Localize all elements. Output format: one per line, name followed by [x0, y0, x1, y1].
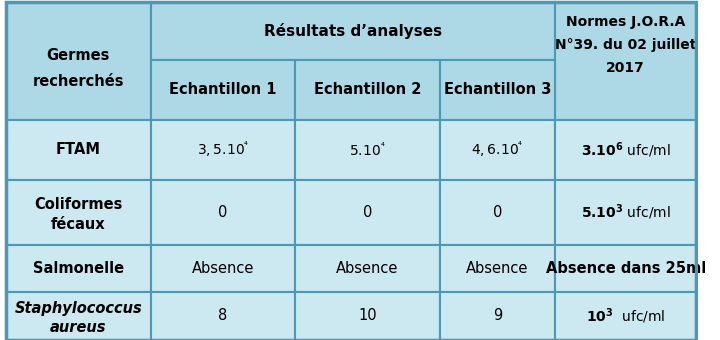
Bar	[150, 180, 295, 245]
Bar	[440, 292, 555, 340]
Bar	[295, 292, 440, 340]
Text: Salmonelle: Salmonelle	[33, 261, 124, 276]
Text: $\mathbf{3.10^{6}}$ ufc/ml: $\mathbf{3.10^{6}}$ ufc/ml	[581, 140, 671, 160]
Text: Normes J.O.R.A: Normes J.O.R.A	[566, 15, 685, 29]
Bar	[150, 2, 555, 60]
Text: Germes: Germes	[47, 48, 110, 63]
Text: aureus: aureus	[50, 321, 107, 336]
Bar	[150, 120, 295, 180]
Text: Staphylococcus: Staphylococcus	[14, 301, 143, 316]
Text: Absence dans 25ml: Absence dans 25ml	[546, 261, 706, 276]
Bar	[150, 60, 295, 120]
Bar	[6, 292, 150, 340]
Text: Coliformes: Coliformes	[35, 197, 122, 212]
Text: Echantillon 2: Echantillon 2	[314, 83, 421, 98]
Text: FTAM: FTAM	[56, 142, 101, 157]
Text: 8: 8	[218, 308, 228, 323]
Text: Résultats d’analyses: Résultats d’analyses	[264, 23, 442, 39]
Bar	[6, 245, 150, 292]
Text: $5.10^{⁴}$: $5.10^{⁴}$	[349, 141, 386, 159]
Text: Absence: Absence	[192, 261, 254, 276]
Bar	[295, 60, 440, 120]
Text: 0: 0	[493, 205, 503, 220]
Bar	[555, 180, 696, 245]
Bar	[295, 120, 440, 180]
Bar	[555, 245, 696, 292]
Bar	[295, 245, 440, 292]
Text: fécaux: fécaux	[51, 217, 106, 232]
Text: $\mathbf{10^{3}}$  ufc/ml: $\mathbf{10^{3}}$ ufc/ml	[586, 306, 665, 326]
Text: 0: 0	[363, 205, 372, 220]
Bar	[440, 180, 555, 245]
Text: $\mathbf{5.10^{3}}$ ufc/ml: $\mathbf{5.10^{3}}$ ufc/ml	[581, 203, 671, 222]
Bar	[440, 60, 555, 120]
Bar	[6, 180, 150, 245]
Text: Echantillon 3: Echantillon 3	[444, 83, 552, 98]
Text: recherchés: recherchés	[32, 74, 124, 89]
Bar	[555, 2, 696, 120]
Text: 10: 10	[358, 308, 377, 323]
Bar	[555, 292, 696, 340]
Bar	[6, 2, 150, 120]
Text: 0: 0	[218, 205, 228, 220]
Text: 9: 9	[493, 308, 502, 323]
Bar	[555, 120, 696, 180]
Bar	[6, 120, 150, 180]
Text: Absence: Absence	[467, 261, 528, 276]
Text: N°39. du 02 juillet: N°39. du 02 juillet	[555, 38, 696, 52]
Bar	[295, 180, 440, 245]
Text: 2017: 2017	[606, 61, 645, 75]
Text: Echantillon 1: Echantillon 1	[169, 83, 276, 98]
Text: Absence: Absence	[336, 261, 399, 276]
Text: $3,5.10^{⁴}$: $3,5.10^{⁴}$	[197, 140, 249, 160]
Bar	[150, 245, 295, 292]
Text: $4,6.10^{⁴}$: $4,6.10^{⁴}$	[472, 140, 524, 160]
Bar	[440, 245, 555, 292]
Bar	[440, 120, 555, 180]
Bar	[150, 292, 295, 340]
